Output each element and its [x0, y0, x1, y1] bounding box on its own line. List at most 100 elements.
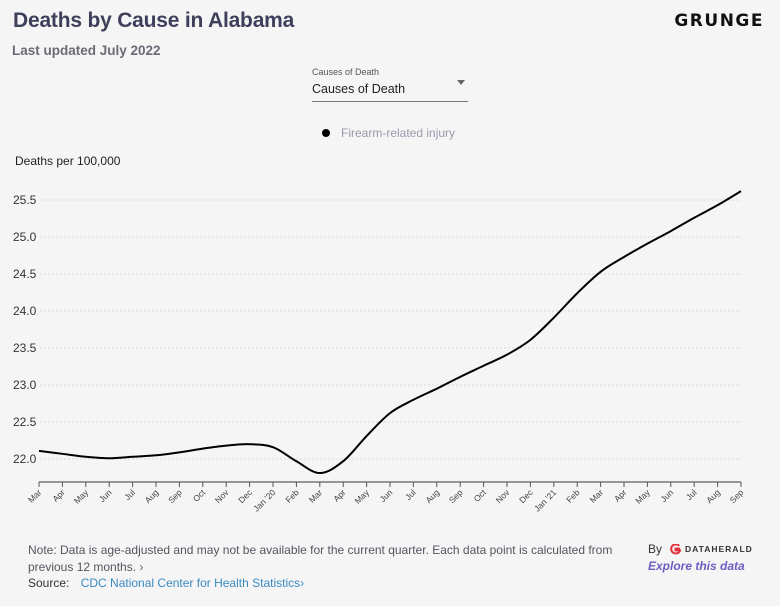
x-tick-label: May [353, 487, 372, 506]
explore-data-link[interactable]: Explore this data [648, 559, 745, 573]
data-point[interactable] [200, 446, 206, 452]
y-tick-label: 22.5 [13, 415, 37, 429]
x-tick-label: May [633, 487, 652, 506]
data-point[interactable] [59, 451, 65, 457]
x-tick-label: Sep [166, 487, 184, 505]
data-point[interactable] [36, 448, 42, 454]
brand-logo[interactable]: GRUNGE [674, 11, 764, 31]
data-point[interactable] [410, 397, 416, 403]
source-label: Source: [28, 576, 70, 590]
last-updated: Last updated July 2022 [12, 43, 161, 58]
x-tick-label: Jan '20 [251, 487, 277, 513]
note-text: Note: Data is age-adjusted and may not b… [28, 543, 613, 574]
dataherald-logo-icon [670, 543, 682, 554]
x-tick-label: Mar [26, 487, 44, 505]
data-point[interactable] [317, 470, 323, 476]
chevron-right-icon[interactable]: › [300, 576, 305, 590]
x-tick-label: Jul [403, 487, 418, 502]
data-point[interactable] [574, 290, 580, 296]
x-tick-label: Aug [423, 487, 441, 505]
data-point[interactable] [387, 410, 393, 416]
x-tick-label: Apr [612, 487, 629, 504]
x-tick-label: Jul [122, 487, 137, 502]
x-tick-label: Dec [517, 487, 535, 505]
y-tick-label: 24.5 [13, 267, 37, 281]
data-point[interactable] [340, 458, 346, 464]
data-point[interactable] [551, 315, 557, 321]
series-lines [36, 188, 744, 476]
data-point[interactable] [598, 269, 604, 275]
data-point[interactable] [668, 228, 674, 234]
x-tick-label: Nov [494, 487, 512, 505]
x-tick-label: Dec [236, 487, 254, 505]
data-point[interactable] [176, 449, 182, 455]
footnote: Note: Data is age-adjusted and may not b… [28, 542, 628, 576]
x-tick-label: Sep [447, 487, 465, 505]
x-tick-label: Aug [143, 487, 161, 505]
x-tick-label: Feb [283, 487, 301, 505]
data-point[interactable] [223, 443, 229, 449]
x-tick-label: Aug [704, 487, 722, 505]
x-tick-label: Jun [97, 487, 114, 504]
x-tick-label: May [72, 487, 91, 506]
x-tick-label: Feb [564, 487, 582, 505]
data-point[interactable] [247, 441, 253, 447]
x-tick-label: Oct [472, 487, 489, 504]
by-label: By [648, 542, 663, 556]
source-link[interactable]: CDC National Center for Health Statistic… [81, 576, 304, 590]
series-line-firearm[interactable] [38, 190, 742, 475]
y-tick-label: 22.0 [13, 452, 37, 466]
data-point[interactable] [527, 337, 533, 343]
y-axis-label: Deaths per 100,000 [15, 154, 121, 168]
x-tick-label: Sep [728, 487, 746, 505]
x-tick-label: Jul [684, 487, 699, 502]
x-tick-label: Apr [331, 487, 348, 504]
data-point[interactable] [130, 454, 136, 460]
data-point[interactable] [106, 455, 112, 461]
data-point[interactable] [457, 374, 463, 380]
y-axis-ticks: 22.0 22.5 23.0 23.5 24.0 24.5 25.0 25.5 [13, 193, 37, 466]
cause-of-death-dropdown[interactable]: Causes of Death Causes of Death [312, 67, 468, 102]
chart-legend: Firearm-related injury [322, 126, 455, 140]
legend-label[interactable]: Firearm-related injury [341, 126, 456, 140]
x-tick-label: Oct [191, 487, 208, 504]
x-tick-label: Mar [307, 487, 325, 505]
data-point[interactable] [504, 352, 510, 358]
data-point[interactable] [293, 458, 299, 464]
data-point[interactable] [691, 215, 697, 221]
data-point[interactable] [621, 254, 627, 260]
chevron-right-icon[interactable]: › [139, 560, 144, 574]
y-tick-label: 25.0 [13, 230, 37, 244]
data-point[interactable] [364, 433, 370, 439]
dropdown-label: Causes of Death [312, 67, 380, 77]
dataherald-name[interactable]: DATAHERALD [685, 544, 753, 554]
gridlines [40, 199, 741, 460]
data-point[interactable] [270, 444, 276, 450]
data-point[interactable] [153, 452, 159, 458]
x-tick-label: Jun [378, 487, 395, 504]
x-tick-label: Nov [213, 487, 231, 505]
source-link-text[interactable]: CDC National Center for Health Statistic… [80, 576, 301, 590]
dropdown-value[interactable]: Causes of Death [312, 82, 406, 96]
data-point[interactable] [644, 241, 650, 247]
data-point[interactable] [434, 386, 440, 392]
legend-dot-icon [322, 129, 330, 137]
data-point[interactable] [481, 363, 487, 369]
line-chart: 22.022.523.023.524.024.525.025.5 Mar Apr M… [13, 188, 746, 514]
y-tick-label: 23.5 [13, 341, 37, 355]
x-tick-label: Mar [588, 487, 606, 505]
page-title: Deaths by Cause in Alabama [13, 9, 295, 32]
y-tick-label: 25.5 [13, 193, 37, 207]
y-tick-label: 24.0 [13, 304, 37, 318]
caret-down-icon[interactable] [457, 80, 465, 85]
x-tick-label: Apr [50, 487, 67, 504]
data-point[interactable] [83, 454, 89, 460]
y-tick-label: 23.0 [13, 378, 37, 392]
attribution: By DATAHERALD [648, 542, 753, 556]
x-tick-label: Jan '21 [532, 487, 558, 513]
data-point[interactable] [715, 202, 721, 208]
source-line: Source: CDC National Center for Health S… [28, 576, 304, 590]
x-tick-label: Jun [658, 487, 675, 504]
data-point[interactable] [738, 188, 744, 194]
